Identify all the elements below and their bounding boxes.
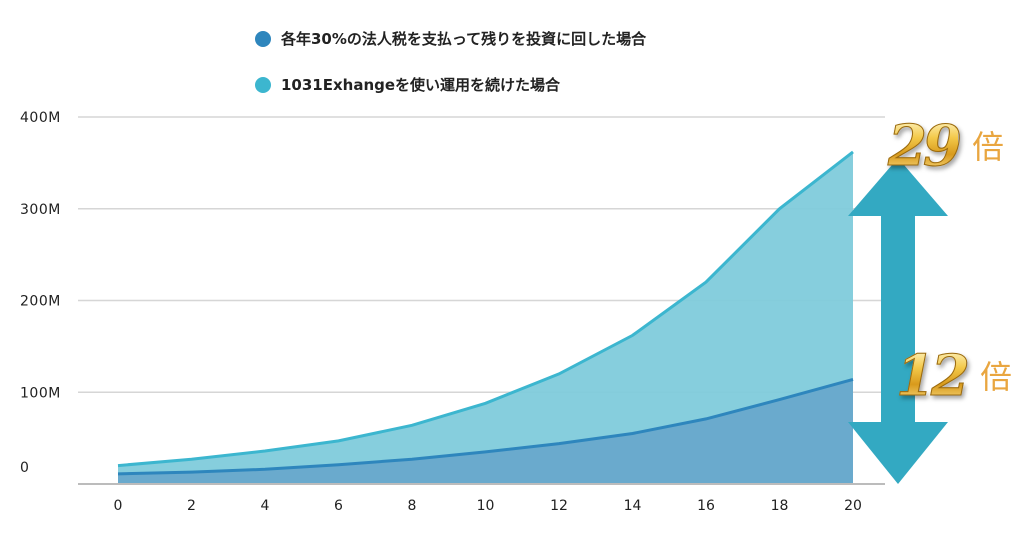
y-tick-label: 100M xyxy=(20,385,61,401)
ratio-12x-annotation: 12 倍 xyxy=(896,343,1012,409)
x-tick-label: 20 xyxy=(844,498,862,514)
legend-item-corporate-tax: 各年30%の法人税を支払って残りを投資に回した場合 xyxy=(255,28,646,49)
x-tick-label: 6 xyxy=(334,498,343,514)
series-line-0 xyxy=(117,150,854,468)
x-tick-label: 10 xyxy=(477,498,495,514)
x-tick-label: 2 xyxy=(187,498,196,514)
ratio-29x-annotation: 29 倍 xyxy=(888,113,1004,179)
y-tick-label: 200M xyxy=(20,294,61,310)
arrow-shaft xyxy=(881,216,915,422)
y-tick-label: 300M xyxy=(20,202,61,218)
y-tick-label: 0 xyxy=(20,460,29,476)
arrow-head-down xyxy=(848,422,948,484)
y-tick-label: 400M xyxy=(20,110,61,126)
ratio-29x-number: 29 xyxy=(888,113,963,179)
arrow-head-up xyxy=(848,158,948,216)
legend-label-corporate-tax: 各年30%の法人税を支払って残りを投資に回した場合 xyxy=(281,30,647,48)
legend-item-1031-exchange: 1031Exhangeを使い運用を続けた場合 xyxy=(255,74,560,95)
x-tick-label: 8 xyxy=(408,498,417,514)
x-tick-label: 12 xyxy=(550,498,568,514)
legend-dot-1031-exchange xyxy=(255,76,271,93)
x-tick-label: 14 xyxy=(624,498,642,514)
ratio-29x-suffix: 倍 xyxy=(971,128,1004,166)
series-line-1 xyxy=(117,377,854,476)
x-tick-label: 18 xyxy=(771,498,789,514)
legend-dot-corporate-tax xyxy=(255,30,271,47)
series-area-1 xyxy=(118,379,853,484)
ratio-12x-number: 12 xyxy=(896,343,971,409)
x-tick-label: 0 xyxy=(114,498,123,514)
ratio-12x-suffix: 倍 xyxy=(979,358,1012,396)
legend-label-1031-exchange: 1031Exhangeを使い運用を続けた場合 xyxy=(281,76,561,94)
x-tick-label: 4 xyxy=(261,498,270,514)
x-tick-label: 16 xyxy=(697,498,715,514)
series-area-0 xyxy=(118,151,853,484)
